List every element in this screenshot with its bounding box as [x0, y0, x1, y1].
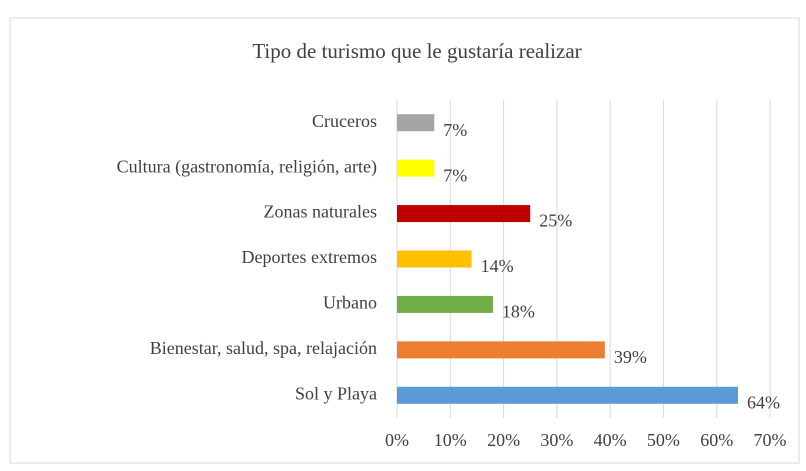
y-tick-label: Cruceros — [312, 111, 377, 131]
x-tick-label: 40% — [594, 430, 627, 450]
value-label: 7% — [443, 120, 467, 140]
y-tick-label: Bienestar, salud, spa, relajación — [150, 338, 377, 358]
bar — [397, 386, 739, 404]
bar — [397, 295, 493, 313]
bar — [397, 250, 472, 268]
y-tick-label: Cultura (gastronomía, religión, arte) — [117, 156, 377, 177]
x-tick-label: 0% — [385, 430, 409, 450]
x-tick-label: 70% — [754, 430, 787, 450]
value-label: 64% — [747, 392, 780, 412]
y-tick-label: Zonas naturales — [264, 202, 377, 222]
x-tick-label: 50% — [647, 430, 680, 450]
x-tick-label: 10% — [434, 430, 467, 450]
value-label: 39% — [614, 347, 647, 367]
bar — [397, 205, 531, 223]
value-label: 14% — [481, 256, 514, 276]
y-tick-label: Sol y Playa — [295, 383, 377, 403]
chart-title: Tipo de turismo que le gustaría realizar — [252, 39, 581, 63]
y-tick-label: Urbano — [323, 293, 377, 313]
value-label: 25% — [539, 211, 572, 231]
bar — [397, 159, 435, 177]
x-tick-label: 20% — [487, 430, 520, 450]
value-label: 7% — [443, 165, 467, 185]
x-tick-label: 60% — [700, 430, 733, 450]
bar — [397, 114, 435, 132]
bar — [397, 341, 605, 359]
x-tick-label: 30% — [540, 430, 573, 450]
y-tick-label: Deportes extremos — [242, 247, 377, 267]
value-label: 18% — [502, 302, 535, 322]
